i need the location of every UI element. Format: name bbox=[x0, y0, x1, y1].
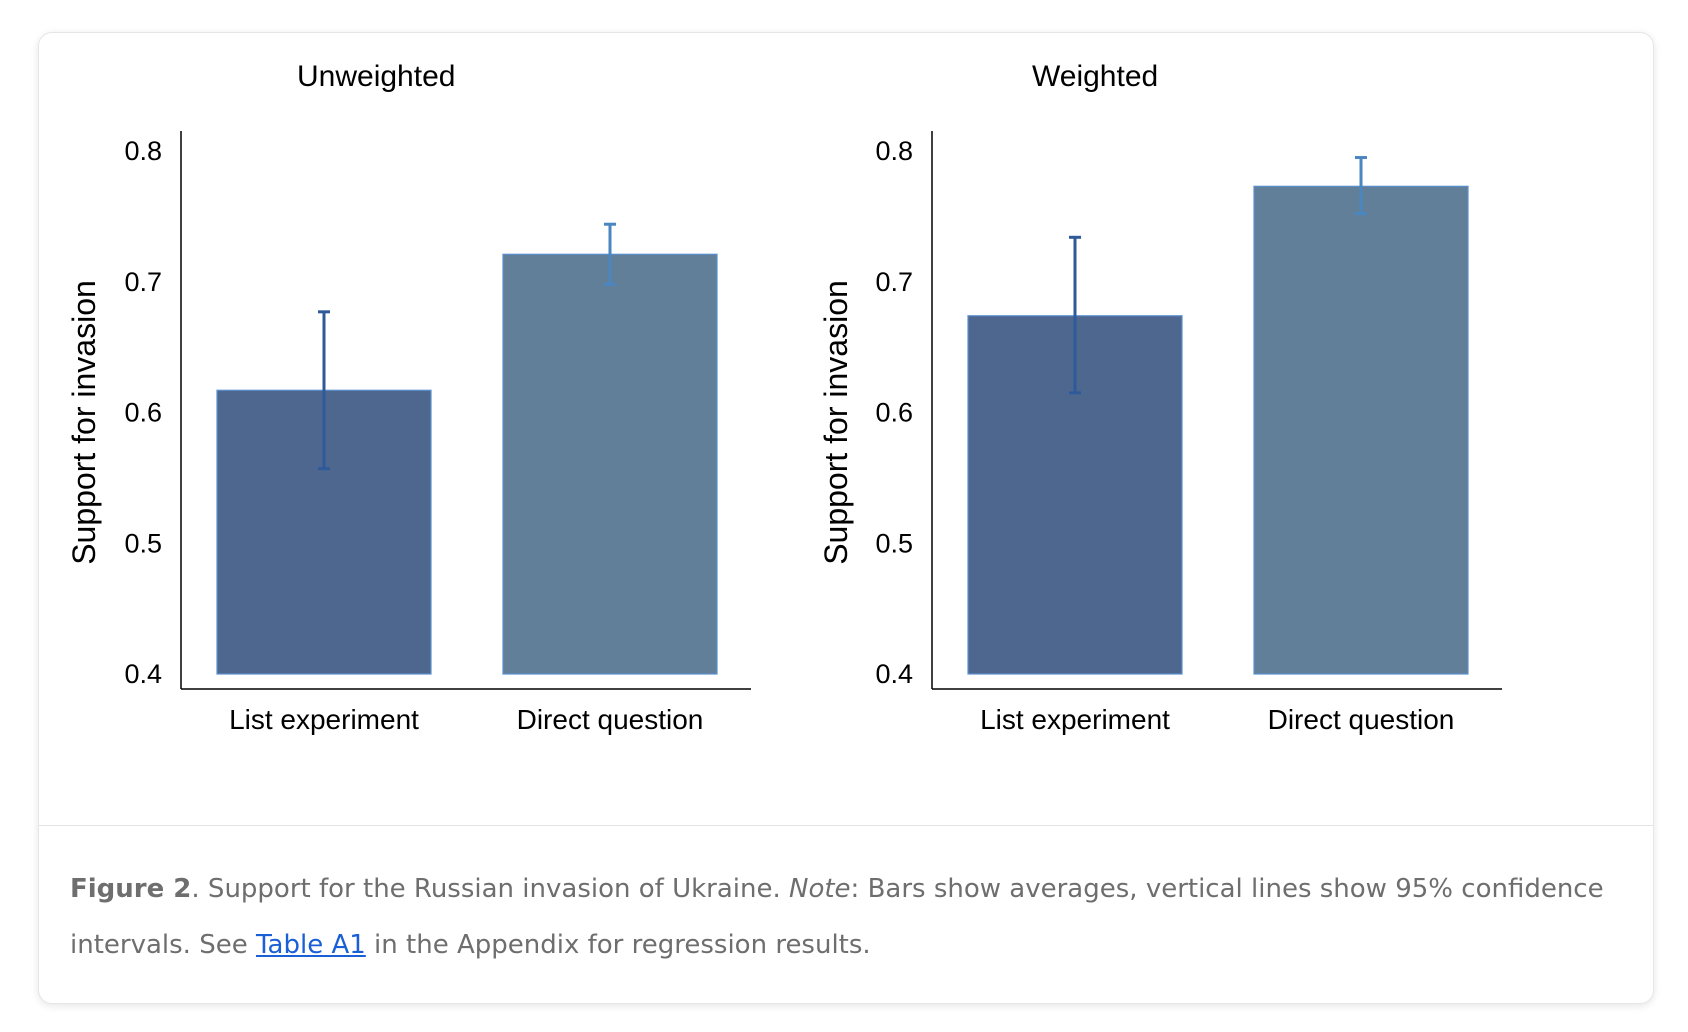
caption-text-3: in the Appendix for regression results. bbox=[365, 930, 871, 960]
bar-direct-question bbox=[502, 253, 718, 675]
caption-text-2: : Bars show averages, vertical lines sho… bbox=[70, 874, 1604, 960]
y-tick-label: 0.6 bbox=[124, 398, 162, 428]
panel-title-1: Weighted bbox=[1032, 60, 1158, 93]
y-tick-label: 0.6 bbox=[875, 398, 913, 428]
y-tick-label: 0.7 bbox=[875, 267, 913, 297]
y-tick-label: 0.5 bbox=[124, 528, 162, 558]
figure-label: Figure 2 bbox=[70, 874, 192, 904]
y-axis-label: Support for invasion bbox=[818, 280, 854, 565]
x-category-label: List experiment bbox=[229, 704, 419, 735]
x-category-label: List experiment bbox=[980, 704, 1170, 735]
y-tick-label: 0.8 bbox=[124, 136, 162, 166]
caption-divider bbox=[39, 825, 1653, 826]
y-axis-label: Support for invasion bbox=[66, 280, 102, 565]
x-category-label: Direct question bbox=[517, 704, 704, 735]
x-category-label: Direct question bbox=[1268, 704, 1455, 735]
y-tick-label: 0.7 bbox=[124, 267, 162, 297]
caption-text-1: . Support for the Russian invasion of Uk… bbox=[191, 874, 789, 904]
figure-caption: Figure 2. Support for the Russian invasi… bbox=[70, 861, 1620, 973]
panel-title-0: Unweighted bbox=[297, 60, 455, 93]
chart-area: Unweighted 0.4 0.5 0.6 0.7 0.8 Support for inv… bbox=[39, 33, 1653, 825]
y-tick-label: 0.4 bbox=[875, 659, 913, 689]
y-tick-label: 0.5 bbox=[875, 528, 913, 558]
figure-card: Unweighted 0.4 0.5 0.6 0.7 0.8 Support for inv… bbox=[38, 32, 1654, 1004]
note-label: Note bbox=[789, 874, 851, 904]
y-tick-label: 0.8 bbox=[875, 136, 913, 166]
bar-direct-question bbox=[1253, 185, 1469, 675]
y-tick-label: 0.4 bbox=[124, 659, 162, 689]
table-a1-link[interactable]: Table A1 bbox=[255, 930, 366, 960]
bar-charts: Unweighted 0.4 0.5 0.6 0.7 0.8 Support for inv… bbox=[66, 60, 1502, 735]
